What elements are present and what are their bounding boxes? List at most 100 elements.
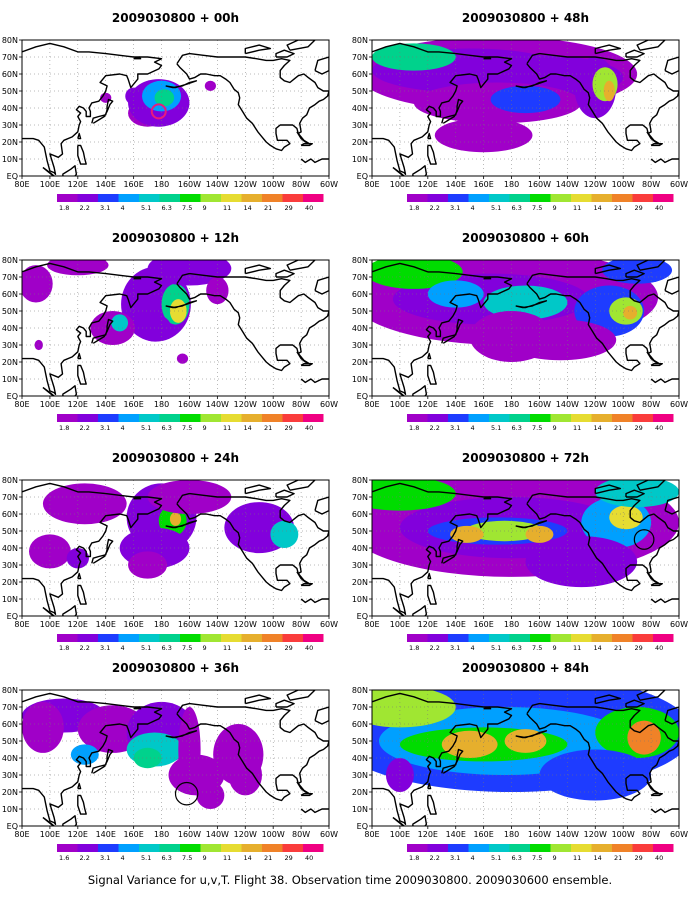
y-tick-label: 20N — [2, 138, 18, 147]
colorbar-label: 29 — [285, 644, 293, 652]
y-tick-label: 30N — [2, 771, 18, 780]
colorbar-swatch — [407, 194, 428, 202]
colorbar-swatch — [241, 634, 262, 642]
x-tick-label: 100W — [612, 180, 635, 189]
colorbar-label: 21 — [614, 644, 622, 652]
x-tick-label: 140E — [96, 620, 116, 629]
x-tick-label: 160E — [123, 830, 143, 839]
colorbar-label: 14 — [594, 204, 602, 212]
colorbar-label: 3.1 — [450, 204, 460, 212]
x-tick-label: 80W — [642, 400, 660, 409]
colorbar-swatch — [427, 634, 448, 642]
colorbar-label: 21 — [264, 204, 272, 212]
colorbar-label: 11 — [223, 854, 231, 862]
variance-region — [128, 551, 168, 579]
y-tick-label: 60N — [2, 70, 18, 79]
y-tick-label: 60N — [2, 510, 18, 519]
variance-region — [441, 730, 498, 759]
x-tick-label: 60W — [670, 400, 688, 409]
variance-region — [176, 353, 189, 364]
y-tick-label: 10N — [352, 155, 368, 164]
colorbar-swatch — [159, 634, 180, 642]
y-tick-label: 30N — [2, 121, 18, 130]
x-tick-label: 60W — [320, 830, 338, 839]
x-tick-label: 180 — [154, 620, 169, 629]
colorbar-swatch — [180, 194, 201, 202]
colorbar-label: 9 — [553, 644, 557, 652]
x-tick-label: 100E — [390, 180, 410, 189]
colorbar-label: 29 — [635, 204, 643, 212]
colorbar-label: 1.8 — [409, 644, 419, 652]
x-tick-label: 80E — [364, 830, 379, 839]
colorbar-label: 1.8 — [59, 424, 69, 432]
colorbar-swatch — [262, 634, 283, 642]
colorbar-label: 1.6 — [59, 854, 69, 862]
colorbar-swatch — [550, 634, 571, 642]
variance-region — [169, 512, 182, 526]
colorbar-swatch — [407, 414, 428, 422]
colorbar-label: 1.8 — [409, 424, 419, 432]
colorbar-swatch — [98, 844, 119, 852]
colorbar-swatch — [77, 634, 98, 642]
variance-region — [525, 536, 638, 588]
colorbar-swatch — [139, 194, 160, 202]
colorbar-swatch — [489, 194, 510, 202]
colorbar-swatch — [530, 194, 551, 202]
colorbar-swatch — [200, 634, 221, 642]
colorbar-swatch — [57, 634, 78, 642]
y-tick-label: 20N — [2, 578, 18, 587]
colorbar-label: 4 — [121, 644, 125, 652]
panel-title-12h: 2009030800 + 12h — [112, 231, 239, 245]
x-tick-label: 140E — [96, 400, 116, 409]
x-tick-label: 100W — [612, 400, 635, 409]
observation-circle — [150, 103, 167, 120]
y-tick-label: 50N — [2, 737, 18, 746]
colorbar-swatch — [509, 844, 530, 852]
colorbar-swatch — [118, 414, 139, 422]
colorbar-swatch — [118, 634, 139, 642]
x-tick-label: 80E — [364, 180, 379, 189]
colorbar-label: 9 — [553, 204, 557, 212]
colorbar-swatch — [653, 844, 674, 852]
x-tick-label: 100W — [612, 830, 635, 839]
variance-region — [427, 280, 484, 308]
x-tick-label: 160W — [178, 620, 201, 629]
y-tick-label: 40N — [352, 104, 368, 113]
x-tick-label: 60W — [670, 620, 688, 629]
y-tick-label: 60N — [352, 510, 368, 519]
x-tick-label: 100E — [40, 180, 60, 189]
y-tick-label: 60N — [2, 290, 18, 299]
y-tick-label: 50N — [352, 737, 368, 746]
colorbar: 1.8 2.2 3.1 4 5.1 6.3 7.5 9 11 14 21 29 40 — [407, 194, 674, 212]
y-tick-label: 40N — [352, 544, 368, 553]
y-tick-label: 40N — [352, 754, 368, 763]
colorbar: 1.6 2.2 3.1 4 5.1 6.3 7.5 9 11 14 21 29 40 — [57, 844, 324, 862]
x-tick-label: 80W — [292, 400, 310, 409]
y-tick-label: 20N — [352, 788, 368, 797]
colorbar-swatch — [180, 844, 201, 852]
colorbar-swatch — [468, 194, 489, 202]
coastlines — [372, 260, 679, 396]
x-tick-label: 80W — [642, 180, 660, 189]
x-tick-label: 160E — [473, 830, 493, 839]
y-tick-label: 70N — [352, 493, 368, 502]
y-tick-label: 80N — [2, 476, 18, 485]
colorbar-swatch — [262, 414, 283, 422]
x-tick-label: 60W — [670, 830, 688, 839]
colorbar-label: 40 — [655, 424, 663, 432]
colorbar-label: 2.2 — [430, 204, 440, 212]
colorbar-swatch — [489, 634, 510, 642]
x-tick-label: 60W — [320, 620, 338, 629]
x-tick-label: 160W — [178, 400, 201, 409]
colorbar-label: 1.8 — [59, 204, 69, 212]
colorbar-label: 7.5 — [532, 854, 542, 862]
y-tick-label: 10N — [2, 375, 18, 384]
variance-region — [22, 265, 53, 303]
colorbar-label: 4 — [471, 854, 475, 862]
colorbar-label: 21 — [264, 854, 272, 862]
colorbar-swatch — [282, 634, 303, 642]
colorbar-swatch — [612, 414, 633, 422]
observation-circle — [633, 529, 655, 550]
map-panel-24h: 2009030800 + 24h 80E 100E 120E 140E 160E 180 16… — [2, 451, 338, 652]
variance-region — [133, 747, 162, 769]
